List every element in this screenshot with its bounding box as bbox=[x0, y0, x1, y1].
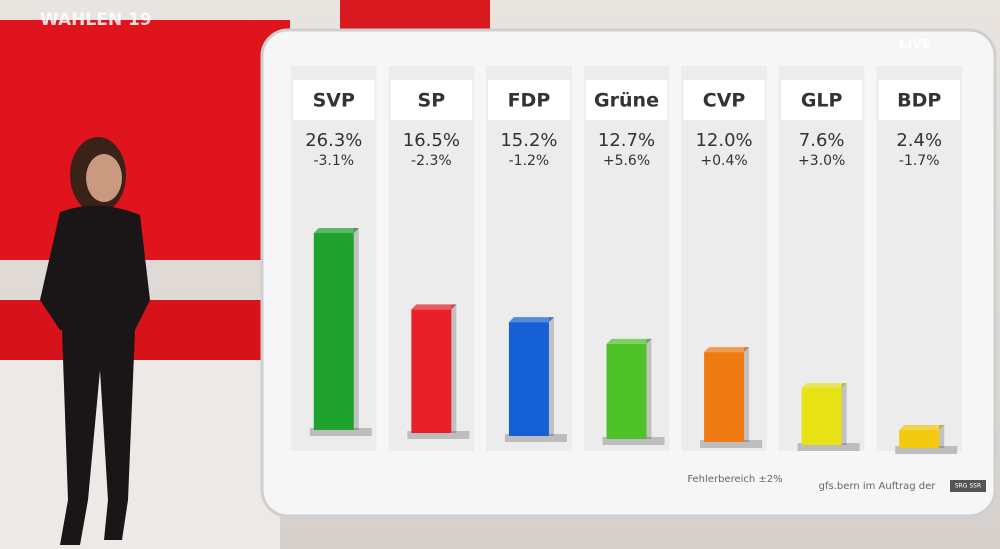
value-label: 12.0% bbox=[695, 130, 752, 151]
bar-side bbox=[646, 338, 652, 439]
source: gfs.bern im Auftrag der bbox=[819, 481, 937, 492]
column bbox=[876, 66, 962, 451]
change-label: -3.1% bbox=[313, 153, 354, 169]
bar-side bbox=[548, 317, 554, 436]
bar-shadow bbox=[797, 443, 860, 451]
bar-top bbox=[411, 304, 457, 310]
bar-shadow bbox=[700, 440, 763, 448]
bar bbox=[411, 309, 452, 433]
header-box bbox=[293, 80, 375, 120]
bar bbox=[704, 352, 745, 442]
value-label: 7.6% bbox=[799, 130, 845, 151]
change-label: +5.6% bbox=[603, 153, 650, 169]
header-box bbox=[585, 80, 668, 120]
value-label: 15.2% bbox=[500, 130, 557, 151]
party-label: GLP bbox=[801, 90, 843, 112]
change-label: +3.0% bbox=[798, 153, 845, 169]
header-box bbox=[488, 80, 570, 120]
bar-side bbox=[841, 383, 847, 445]
value-label: 12.7% bbox=[598, 130, 655, 151]
bar-shadow bbox=[602, 437, 665, 445]
party-label: BDP bbox=[897, 90, 941, 112]
bar-side bbox=[353, 228, 359, 430]
bar-top bbox=[899, 425, 945, 431]
change-label: -1.7% bbox=[899, 153, 940, 169]
value-label: 2.4% bbox=[896, 130, 942, 151]
bar bbox=[801, 388, 842, 445]
bar bbox=[899, 430, 940, 448]
bar-shadow bbox=[895, 446, 958, 454]
studio-wall bbox=[0, 20, 290, 260]
bar bbox=[508, 322, 549, 436]
presenter bbox=[40, 137, 150, 545]
bar-shadow bbox=[504, 434, 567, 442]
bar-side bbox=[939, 425, 945, 448]
change-label: -1.2% bbox=[509, 153, 550, 169]
header-box bbox=[780, 80, 863, 120]
change-label: +0.4% bbox=[700, 153, 747, 169]
bar-top bbox=[313, 228, 359, 233]
bar-side bbox=[451, 304, 457, 433]
source-logo-box bbox=[950, 480, 986, 492]
bar bbox=[606, 343, 647, 439]
party-label: SP bbox=[418, 90, 446, 112]
bar-top bbox=[508, 317, 554, 323]
bar-side bbox=[744, 347, 750, 442]
bar-top bbox=[704, 347, 750, 353]
floor bbox=[0, 360, 280, 549]
header-box bbox=[878, 80, 960, 120]
bar bbox=[313, 233, 354, 430]
error-note: Fehlerbereich ±2% bbox=[687, 474, 782, 485]
live-badge: LIVE bbox=[899, 38, 931, 53]
party-label: CVP bbox=[703, 90, 746, 112]
party-label: Grüne bbox=[594, 90, 659, 112]
change-label: -2.3% bbox=[411, 153, 452, 169]
source-logo: SRG SSR bbox=[955, 483, 981, 490]
header-box bbox=[683, 80, 765, 120]
bar-top bbox=[606, 338, 652, 344]
value-label: 26.3% bbox=[305, 130, 362, 151]
show-title: WAHLEN 19 bbox=[40, 10, 152, 30]
header-box bbox=[390, 80, 473, 120]
bar-top bbox=[801, 383, 847, 389]
value-label: 16.5% bbox=[403, 130, 460, 151]
party-label: FDP bbox=[508, 90, 551, 112]
bar-shadow bbox=[309, 428, 372, 436]
bar-shadow bbox=[407, 431, 470, 439]
party-label: SVP bbox=[313, 90, 355, 112]
